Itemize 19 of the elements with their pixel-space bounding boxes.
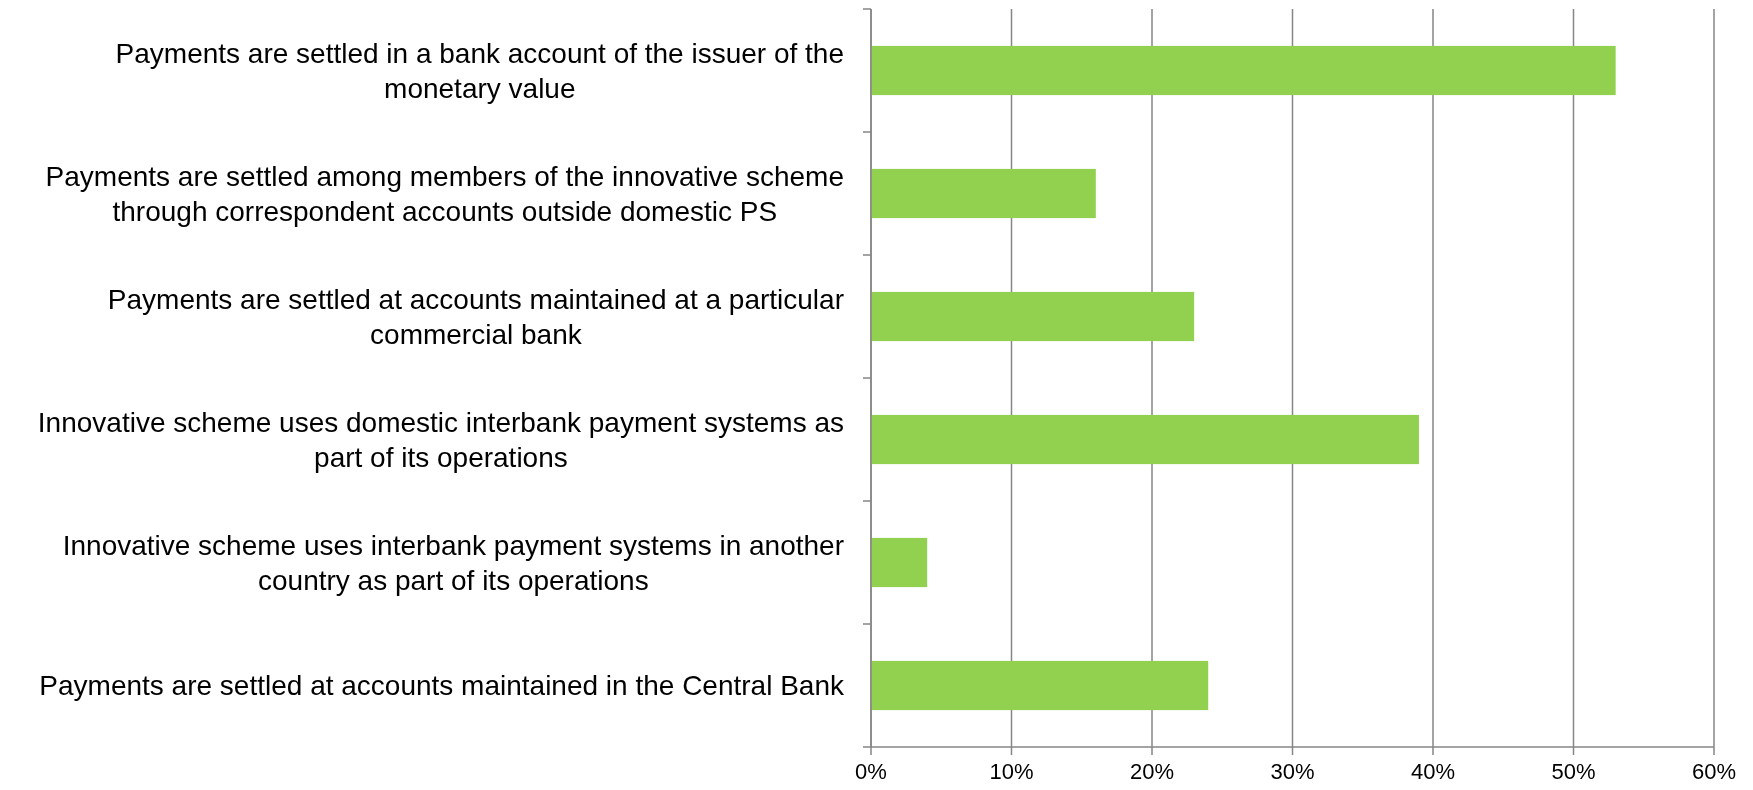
x-tick-label: 50% — [1551, 759, 1596, 784]
x-tick-label: 40% — [1410, 759, 1456, 784]
x-tick-label: 20% — [1129, 759, 1175, 784]
bar — [871, 291, 1195, 342]
y-tick-label: Payments are settled at accounts maintained in the Central Bank — [39, 670, 845, 702]
y-tick-label: Innovative scheme uses domestic interbank payment systems as part of its operations — [37, 406, 844, 473]
bar — [871, 168, 1096, 219]
y-tick-label: Payments are settled in a bank account of the issuer of the monetary value — [115, 37, 845, 104]
x-tick-label: 0% — [855, 759, 887, 784]
y-tick-label: Payments are settled at accounts maintained at a particular commercial bank — [107, 283, 845, 350]
bar — [871, 537, 928, 588]
bar — [871, 45, 1616, 96]
x-tick-label: 10% — [989, 759, 1034, 784]
bar — [871, 660, 1209, 711]
x-tick-label: 60% — [1691, 759, 1737, 784]
bar — [871, 414, 1419, 465]
x-tick-label: 30% — [1270, 759, 1315, 784]
y-tick-label: Innovative scheme uses interbank payment systems in another country as part of its operations — [62, 529, 844, 596]
y-tick-label: Payments are settled among members of the innovative scheme through correspondent accounts outside domestic PS — [45, 160, 844, 227]
